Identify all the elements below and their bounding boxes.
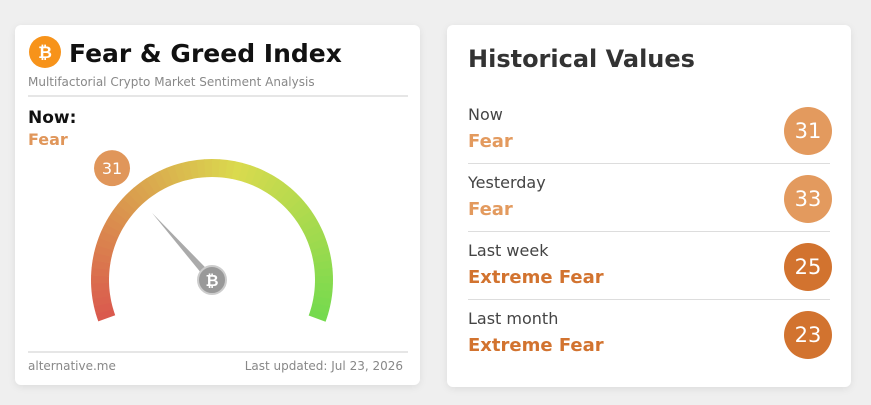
arc-segment	[308, 308, 329, 322]
arc-segment	[292, 204, 312, 222]
history-row: Now Fear 31	[468, 105, 832, 173]
arc-segment	[91, 289, 111, 299]
history-card: Historical Values Now Fear 31 Yesterday Fear…	[447, 25, 851, 387]
arc-segment	[92, 252, 112, 264]
row-label: Yesterday	[468, 173, 546, 192]
arc-segment	[94, 244, 114, 257]
gauge-svg: ₿ ₿ 31	[28, 36, 408, 353]
arc-segment	[92, 295, 112, 307]
row-label: Last week	[468, 241, 549, 260]
history-title: Historical Values	[468, 45, 695, 73]
needle-hub	[197, 265, 227, 295]
row-value: 23	[784, 311, 832, 359]
row-separator	[468, 163, 830, 164]
arc-segment	[262, 174, 279, 194]
arc-segment	[139, 178, 157, 198]
arc-segment	[278, 187, 297, 207]
now-classification: Fear	[28, 130, 68, 149]
source: alternative.me	[28, 359, 116, 373]
arc-segment	[296, 210, 316, 227]
hub-symbol: ₿	[205, 271, 218, 290]
arc-segment	[231, 161, 244, 181]
arc-segment	[93, 302, 114, 315]
arc-segment	[95, 308, 116, 322]
arc-segment	[313, 289, 333, 300]
arc-segment	[98, 230, 119, 245]
arc-segment	[127, 187, 146, 206]
arc-segment	[250, 167, 265, 188]
arc-segment	[91, 267, 110, 277]
arc-segment	[273, 182, 291, 202]
arc-segment	[288, 198, 307, 216]
arc-segment	[299, 217, 320, 233]
arc-segment	[256, 170, 272, 191]
arc-segment	[181, 161, 193, 181]
arc-segment	[283, 192, 302, 211]
arc-segment	[218, 159, 228, 178]
arc-segment	[244, 165, 258, 185]
row-classification: Fear	[468, 199, 513, 220]
arc-segment	[101, 223, 121, 239]
arc-segment	[303, 223, 323, 239]
gauge-card: ₿ ₿ 31 Fear & Greed Index Multifactorial …	[15, 25, 420, 385]
arc-segment	[308, 237, 329, 251]
bitcoin-symbol: ₿	[38, 43, 52, 63]
row-classification: Extreme Fear	[468, 335, 604, 356]
arc-segment	[310, 245, 330, 258]
arc-segment	[225, 159, 236, 179]
arc-segment	[238, 162, 251, 183]
bitcoin-icon	[29, 36, 61, 68]
arc-segment	[306, 230, 326, 245]
arc-segment	[166, 165, 180, 185]
history-row: Last week Extreme Fear 25	[468, 241, 832, 309]
arc-segment	[146, 174, 162, 194]
arc-segment	[117, 198, 137, 216]
now-label: Now:	[28, 108, 77, 128]
row-classification: Fear	[468, 131, 513, 152]
arc-segment	[196, 159, 206, 178]
updated: Last updated: Jul 23, 2026	[244, 359, 403, 373]
gauge-needle	[152, 212, 215, 283]
gauge-arc	[91, 159, 333, 322]
arc-segment	[133, 182, 151, 202]
arc-segment	[159, 167, 174, 188]
arc-segment	[91, 259, 111, 270]
arc-segment	[122, 192, 141, 211]
gauge-needle-group: ₿ 31	[94, 150, 227, 295]
arc-segment	[312, 252, 332, 264]
value-bubble	[94, 150, 131, 187]
row-separator	[468, 231, 830, 232]
row-value: 33	[784, 175, 832, 223]
arc-segment	[312, 296, 332, 307]
value-bubble-label: 31	[102, 159, 122, 178]
row-value: 25	[784, 243, 832, 291]
title: Fear & Greed Index	[69, 39, 342, 68]
subtitle: Multifactorial Crypto Market Sentiment A…	[28, 75, 315, 89]
history-row: Last month Extreme Fear 23	[468, 309, 832, 377]
arc-segment	[268, 178, 285, 198]
arc-segment	[173, 162, 187, 183]
arc-segment	[108, 210, 128, 227]
arc-segment	[313, 260, 333, 271]
row-separator	[468, 299, 830, 300]
arc-segment	[188, 159, 200, 179]
row-label: Last month	[468, 309, 559, 328]
arc-segment	[152, 170, 168, 191]
history-row: Yesterday Fear 33	[468, 173, 832, 241]
arc-segment	[112, 204, 132, 221]
row-classification: Extreme Fear	[468, 267, 604, 288]
arc-segment	[104, 216, 125, 233]
arc-segment	[96, 237, 116, 251]
row-value: 31	[784, 107, 832, 155]
row-label: Now	[468, 105, 503, 124]
arc-segment	[310, 302, 331, 315]
